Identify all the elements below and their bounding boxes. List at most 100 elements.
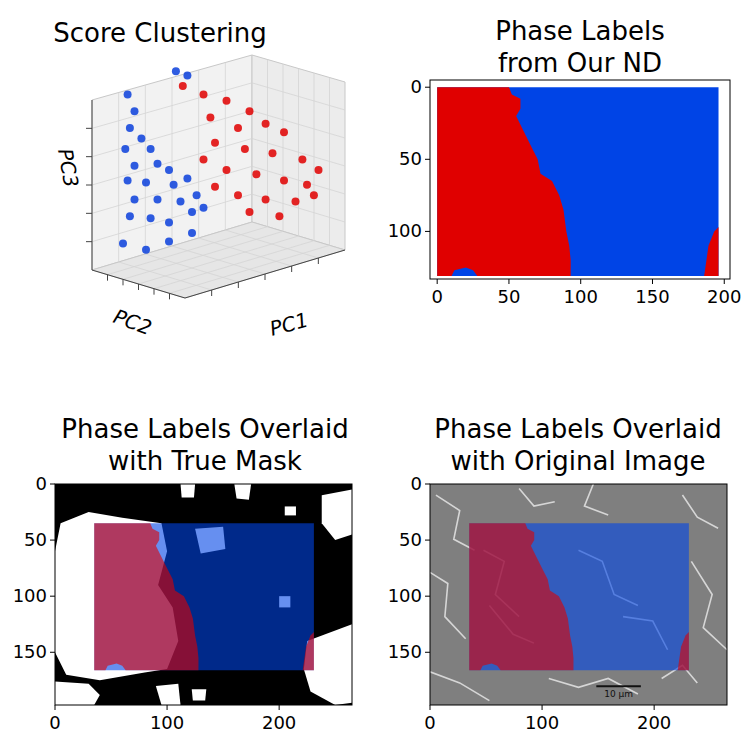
texture (436, 495, 475, 550)
point (262, 195, 270, 203)
point (298, 156, 306, 164)
tick-mark (169, 293, 170, 299)
texture (682, 495, 718, 528)
tick-label: 50 (24, 529, 47, 550)
point (234, 191, 242, 199)
tick-mark (50, 596, 55, 597)
mask-region (322, 490, 352, 540)
tick-label: 50 (399, 529, 422, 550)
point (183, 174, 191, 182)
phase-region (678, 632, 689, 670)
point (223, 166, 231, 174)
point (172, 67, 180, 75)
tick-mark (107, 275, 108, 281)
point (211, 139, 219, 147)
texture (584, 484, 608, 515)
tick-mark (580, 279, 581, 284)
grid-line (92, 111, 252, 157)
point (177, 198, 185, 206)
title-line: with True Mask (108, 446, 302, 476)
image-ground (430, 484, 727, 705)
point (147, 214, 155, 222)
tick-label: 150 (388, 641, 422, 662)
tick-mark (425, 652, 430, 653)
mask-region (55, 681, 100, 705)
phase-region (94, 523, 314, 670)
grid-line (329, 78, 330, 246)
point (126, 212, 134, 220)
grid-line (170, 245, 330, 293)
tick-mark (654, 705, 655, 710)
title: Score Clustering (53, 18, 267, 48)
point (223, 97, 231, 105)
point (154, 195, 162, 203)
phase-region (437, 87, 570, 276)
tick-mark (425, 596, 430, 597)
point (234, 124, 242, 132)
grid-line (314, 73, 315, 241)
point (124, 177, 132, 185)
tick-mark (86, 241, 92, 242)
mask-region (181, 484, 196, 497)
title-line: with Original Image (451, 446, 706, 476)
point (303, 181, 311, 189)
frame (430, 484, 727, 705)
point (188, 229, 196, 237)
grid-line (298, 69, 299, 237)
axis-line (92, 270, 185, 298)
grid-line (172, 246, 265, 274)
tick-mark (425, 540, 430, 541)
phase-region (704, 227, 718, 276)
tick-mark (425, 231, 430, 232)
image-area (55, 484, 352, 705)
title-line: Phase Labels (495, 16, 665, 46)
tick-mark (318, 258, 319, 264)
tick-label: 0 (411, 76, 422, 97)
tick-label: 150 (635, 286, 669, 307)
point (179, 82, 187, 90)
texture (430, 672, 489, 701)
point (137, 135, 145, 143)
tick-label: 100 (150, 712, 184, 733)
mask-region (285, 506, 296, 515)
point (131, 162, 139, 170)
tick-mark (123, 279, 124, 285)
point (206, 114, 214, 122)
point (147, 145, 155, 153)
tick-mark (211, 290, 212, 296)
tick-mark (50, 484, 55, 485)
figure: PC3PC2PC1Score Clustering050100150200050… (0, 0, 746, 739)
tick-mark (86, 128, 92, 129)
tick-mark (265, 274, 266, 280)
point (131, 107, 139, 115)
grid-line (154, 241, 314, 289)
grid-line (108, 227, 268, 275)
tick-mark (138, 284, 139, 290)
grid-line (198, 70, 199, 238)
point (119, 240, 127, 248)
point (131, 195, 139, 203)
point (200, 90, 208, 98)
point (193, 191, 201, 199)
point (246, 208, 254, 216)
title-line: Phase Labels Overlaid (434, 414, 721, 444)
point (315, 166, 323, 174)
tick-mark (86, 185, 92, 186)
grid-line (199, 238, 292, 266)
frame (430, 80, 730, 279)
tick-mark (86, 213, 92, 214)
point (310, 191, 318, 199)
annotation: 10 μm (604, 689, 633, 699)
tick-mark (652, 279, 653, 284)
tick-mark (167, 705, 168, 710)
mask-ground (55, 484, 352, 705)
grid-line (92, 83, 252, 128)
tick-mark (55, 705, 56, 710)
tick-mark (425, 484, 430, 485)
tick-label: 100 (564, 286, 598, 307)
grid-line (225, 230, 318, 258)
tick-label: 0 (411, 473, 422, 494)
tick-mark (508, 279, 509, 284)
tick-mark (154, 289, 155, 295)
grid-line (123, 231, 283, 279)
